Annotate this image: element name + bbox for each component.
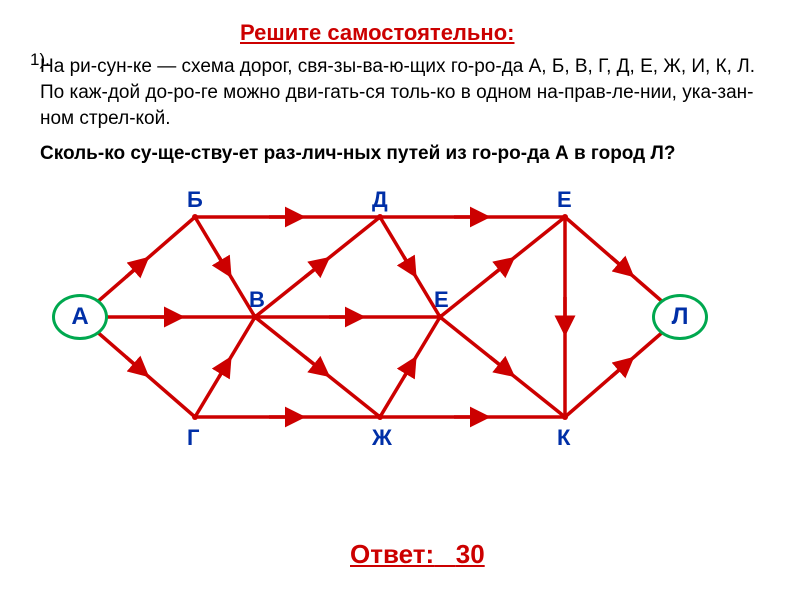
graph-diagram: А Б В Г Д Е Ж Е К Л — [40, 177, 760, 457]
node-L: Л — [652, 294, 708, 340]
node-label-B: Б — [187, 187, 203, 213]
task-text-1: На ри-сун-ке — схема дорог, свя-зы-ва-ю-… — [40, 54, 760, 131]
node-label-G: Г — [187, 425, 199, 451]
task-number: 1). — [30, 50, 50, 70]
header-title: Решите самостоятельно: — [240, 20, 760, 46]
node-label-V: В — [249, 287, 265, 313]
task-text-2: Сколь-ко су-ще-ству-ет раз-лич-ных путей… — [40, 141, 760, 167]
answer: Ответ: 30 — [350, 539, 485, 570]
node-label-E: Е — [557, 187, 572, 213]
node-label-ZH: Ж — [372, 425, 392, 451]
answer-label: Ответ: — [350, 539, 434, 569]
node-A: А — [52, 294, 108, 340]
answer-value: 30 — [456, 539, 485, 569]
node-label-K: К — [557, 425, 570, 451]
node-label-D: Д — [372, 187, 388, 213]
node-label-E2: Е — [434, 287, 449, 313]
